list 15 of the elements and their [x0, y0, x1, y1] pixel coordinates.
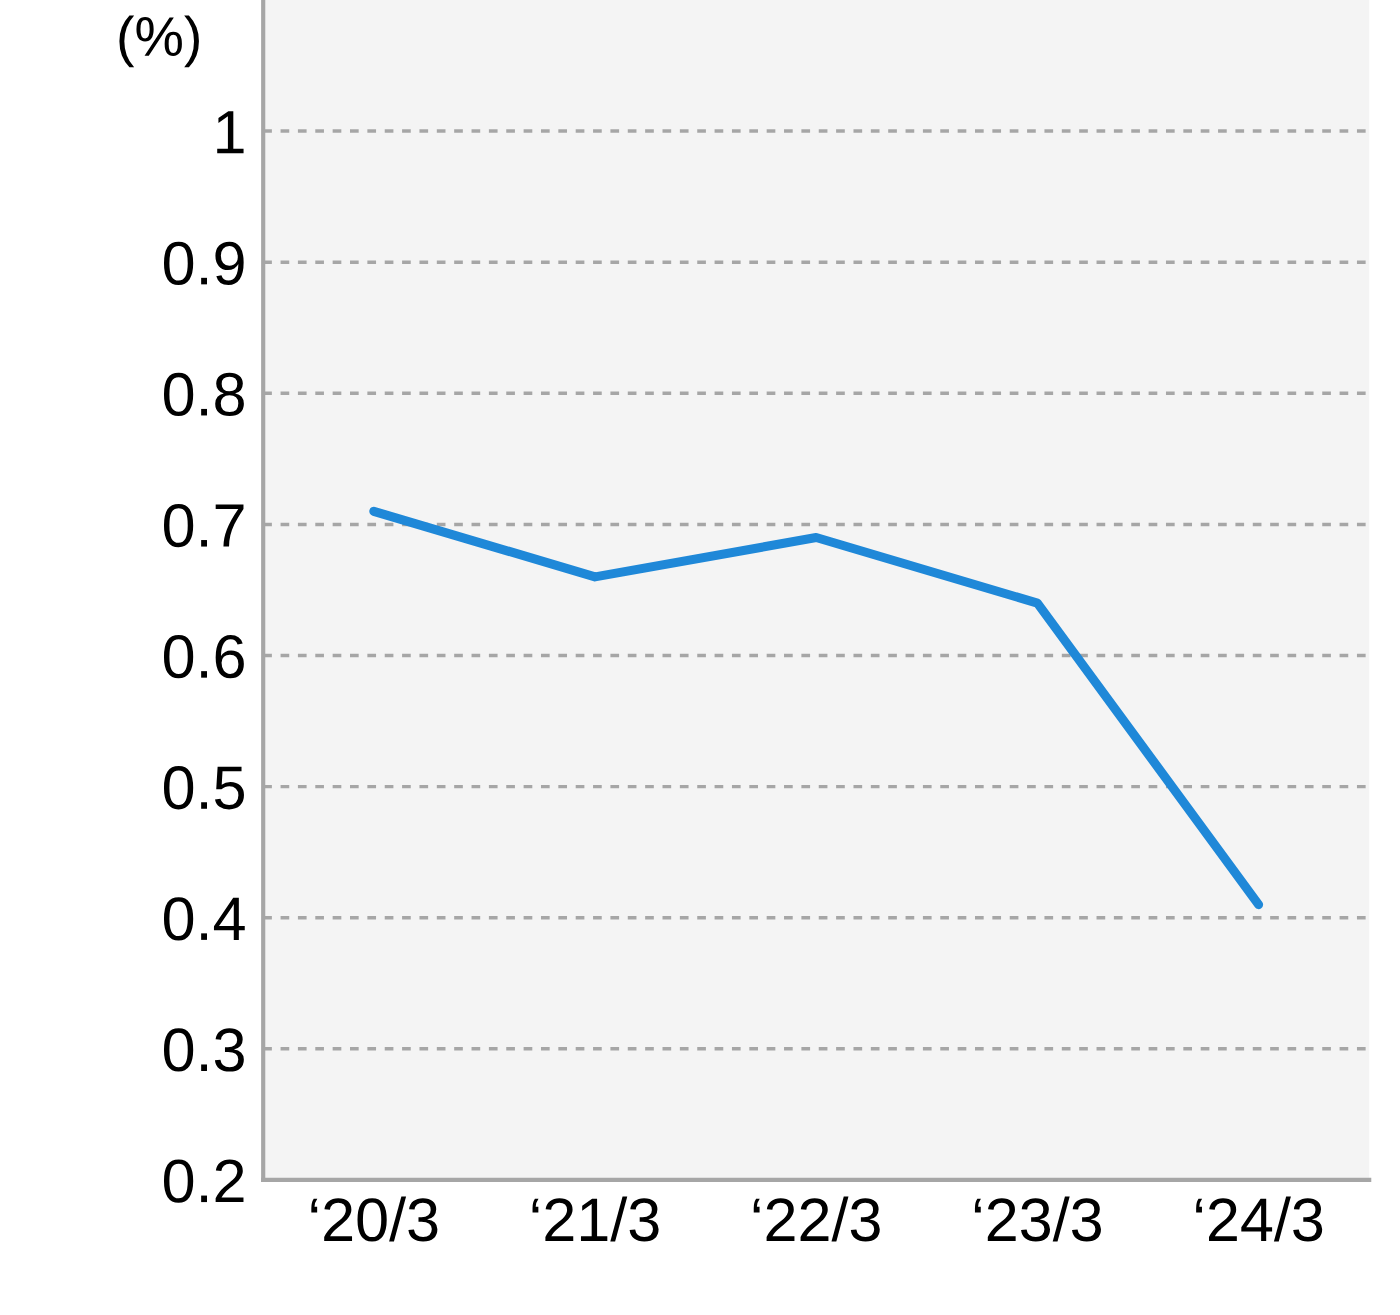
x-tick-label: ‘24/3	[1196, 1196, 1323, 1242]
y-tick-label: 0.7	[163, 503, 244, 548]
y-axis-title: (%)	[119, 15, 199, 68]
y-tick-label: 0.6	[163, 635, 244, 679]
y-tick-label: 0.2	[163, 1159, 244, 1203]
y-tick-label: 0.5	[163, 766, 244, 810]
x-tick-label: ‘21/3	[532, 1196, 659, 1242]
y-tick-label: 1	[217, 111, 244, 154]
x-tick-label: ‘22/3	[753, 1196, 880, 1242]
x-tick-label: ‘20/3	[311, 1196, 438, 1242]
x-tick-label: ‘23/3	[974, 1196, 1101, 1242]
y-tick-label: 0.4	[163, 897, 245, 941]
y-tick-label: 0.3	[163, 1028, 244, 1072]
y-tick-label: 0.9	[163, 241, 244, 285]
y-tick-label: 0.8	[163, 372, 244, 417]
